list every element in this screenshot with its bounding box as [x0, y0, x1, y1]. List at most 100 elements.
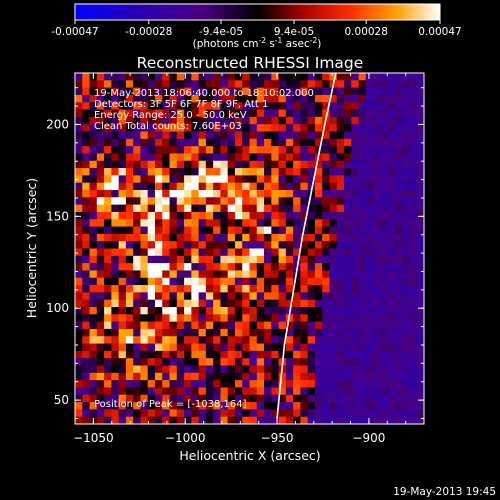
heatmap-cell — [358, 285, 367, 293]
heatmap-cell — [307, 80, 316, 89]
heatmap-cell — [140, 380, 149, 389]
heatmap-cell — [89, 387, 98, 396]
heatmap-cell — [176, 270, 185, 279]
heatmap-cell — [285, 380, 294, 389]
heatmap-cell — [278, 138, 287, 147]
heatmap-cell — [125, 409, 134, 418]
heatmap-cell — [249, 380, 258, 389]
heatmap-cell — [96, 372, 105, 381]
heatmap-cell — [213, 416, 222, 424]
heatmap-cell — [387, 204, 396, 213]
heatmap-cell — [373, 321, 381, 330]
heatmap-cell — [96, 358, 105, 367]
heatmap-cell — [402, 299, 411, 308]
heatmap-cell — [162, 219, 171, 228]
heatmap-cell — [416, 197, 424, 206]
heatmap-cell — [256, 380, 265, 389]
heatmap-cell — [111, 153, 120, 162]
heatmap-cell — [82, 124, 91, 133]
heatmap-cell — [75, 328, 83, 337]
heatmap-cell — [394, 416, 403, 424]
heatmap-cell — [293, 204, 301, 213]
heatmap-cell — [213, 87, 222, 96]
heatmap-cell — [140, 336, 149, 345]
heatmap-cell — [271, 168, 280, 176]
heatmap-cell — [271, 350, 280, 359]
heatmap-cell — [336, 146, 345, 155]
heatmap-cell — [278, 102, 287, 111]
heatmap-cell — [89, 343, 98, 352]
heatmap-cell — [314, 350, 323, 359]
heatmap-cell — [75, 409, 83, 418]
heatmap-cell — [278, 402, 287, 410]
heatmap-cell — [162, 299, 171, 308]
heatmap-cell — [387, 314, 396, 323]
heatmap-cell — [394, 219, 403, 228]
heatmap-cell — [125, 372, 134, 381]
annotation-time: 19-May-2013 18:06:40.000 to 18:10:02.000 — [94, 88, 314, 99]
heatmap-cell — [82, 204, 91, 213]
heatmap-cell — [387, 94, 396, 103]
heatmap-cell — [242, 190, 251, 198]
heatmap-cell — [351, 116, 360, 125]
heatmap-cell — [176, 116, 185, 125]
heatmap-cell — [176, 307, 185, 315]
heatmap-cell — [82, 394, 91, 403]
heatmap-cell — [271, 394, 280, 403]
heatmap-cell — [336, 365, 345, 374]
heatmap-cell — [293, 241, 301, 250]
heatmap-cell — [184, 248, 192, 257]
heatmap-cell — [96, 350, 105, 359]
heatmap-cell — [184, 387, 192, 396]
heatmap-cell — [140, 182, 149, 191]
heatmap-cell — [380, 80, 389, 89]
heatmap-cell — [249, 277, 258, 286]
heatmap-cell — [264, 314, 272, 323]
heatmap-cell — [387, 292, 396, 301]
heatmap-cell — [191, 285, 200, 293]
heatmap-cell — [220, 299, 229, 308]
heatmap-cell — [176, 255, 185, 264]
heatmap-cell — [373, 116, 381, 125]
heatmap-cell — [307, 380, 316, 389]
heatmap-cell — [147, 380, 156, 389]
heatmap-cell — [176, 226, 185, 235]
heatmap-cell — [104, 402, 112, 410]
heatmap-cell — [256, 248, 265, 257]
heatmap-cell — [387, 87, 396, 96]
heatmap-cell — [336, 102, 345, 111]
heatmap-cell — [220, 241, 229, 250]
heatmap-cell — [198, 146, 207, 155]
heatmap-cell — [227, 263, 236, 272]
heatmap-cell — [176, 138, 185, 147]
heatmap-cell — [300, 402, 309, 410]
heatmap-cell — [140, 307, 149, 315]
heatmap-cell — [402, 109, 411, 118]
heatmap-cell — [118, 233, 127, 242]
heatmap-cell — [394, 211, 403, 220]
heatmap-cell — [205, 416, 214, 424]
heatmap-cell — [82, 109, 91, 118]
heatmap-cell — [118, 109, 127, 118]
heatmap-cell — [293, 94, 301, 103]
heatmap-cell — [184, 168, 192, 176]
heatmap-cell — [394, 321, 403, 330]
heatmap-cell — [300, 328, 309, 337]
heatmap-cell — [118, 365, 127, 374]
heatmap-cell — [220, 124, 229, 133]
heatmap-cell — [104, 124, 112, 133]
heatmap-cell — [242, 160, 251, 169]
heatmap-cell — [220, 263, 229, 272]
heatmap-cell — [162, 372, 171, 381]
heatmap-cell — [249, 328, 258, 337]
heatmap-cell — [82, 190, 91, 198]
heatmap-cell — [365, 270, 374, 279]
heatmap-cell — [293, 292, 301, 301]
heatmap-cell — [89, 219, 98, 228]
heatmap-cell — [125, 343, 134, 352]
heatmap-cell — [162, 182, 171, 191]
heatmap-cell — [285, 124, 294, 133]
heatmap-cell — [329, 343, 338, 352]
heatmap-cell — [314, 102, 323, 111]
heatmap-cell — [118, 358, 127, 367]
